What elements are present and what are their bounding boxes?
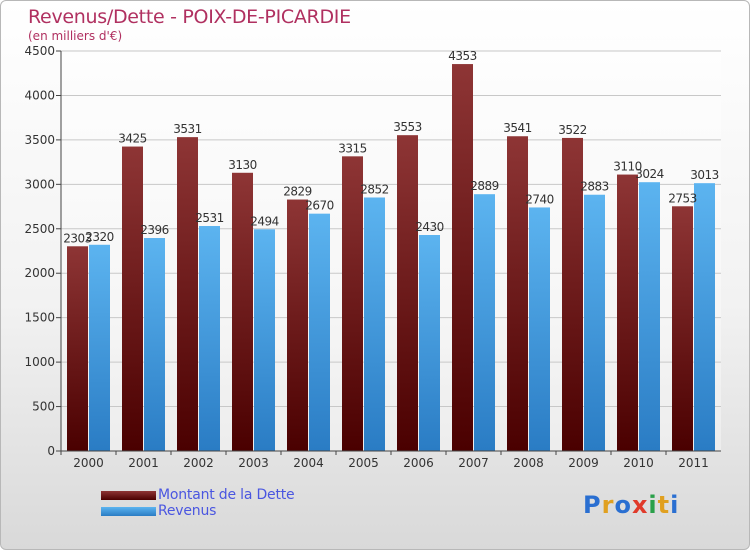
- bar-revenue-2000: [89, 244, 110, 451]
- bar-debt-2004: [287, 199, 308, 451]
- bar-debt-2006: [397, 135, 418, 451]
- x-tick-label: 2007: [458, 456, 489, 470]
- bar-debt-2001: [122, 146, 143, 452]
- y-tick-label: 2500: [24, 222, 55, 236]
- data-label-revenue: 2670: [305, 199, 334, 213]
- bar-revenue-2011: [694, 183, 715, 451]
- data-label-revenue: 2396: [140, 223, 169, 237]
- x-tick-label: 2006: [403, 456, 434, 470]
- legend-swatch-revenue: [101, 506, 156, 516]
- y-tick-label: 2000: [24, 266, 55, 280]
- data-label-revenue: 2883: [580, 180, 609, 194]
- legend-item-debt: Montant de la Dette: [101, 487, 295, 503]
- bar-revenue-2009: [584, 194, 605, 451]
- y-tick-label: 3000: [24, 177, 55, 191]
- data-label-debt: 3130: [228, 158, 257, 172]
- x-tick-label: 2000: [73, 456, 104, 470]
- y-tick-label: 0: [47, 444, 55, 458]
- x-tick-label: 2001: [128, 456, 159, 470]
- bars-layer: [67, 64, 715, 452]
- legend-swatch-debt: [101, 490, 156, 500]
- data-label-debt: 2829: [283, 185, 312, 199]
- data-label-debt: 3553: [393, 120, 422, 134]
- data-label-revenue: 2889: [470, 179, 499, 193]
- bar-revenue-2003: [254, 229, 275, 451]
- data-label-revenue: 2430: [415, 220, 444, 234]
- logo-letter: i: [648, 491, 658, 519]
- x-tick-label: 2002: [183, 456, 214, 470]
- x-tick-label: 2005: [348, 456, 379, 470]
- legend-label-revenue: Revenus: [158, 503, 217, 519]
- y-tick-label: 4500: [24, 44, 55, 58]
- data-label-debt: 4353: [448, 49, 477, 63]
- axis-layer: 0 500 1000 1500 2000 2500 3000 3500 4000 4500 2000…: [24, 44, 721, 470]
- data-label-revenue: 2531: [195, 211, 224, 225]
- legend: Montant de la Dette Revenus: [101, 487, 295, 519]
- legend-item-revenue: Revenus: [101, 503, 294, 519]
- bar-debt-2010: [617, 174, 638, 452]
- x-tick-label: 2009: [568, 456, 599, 470]
- x-tick-label: 2011: [678, 456, 709, 470]
- x-tick-label: 2003: [238, 456, 269, 470]
- y-tick-label: 1000: [24, 355, 55, 369]
- data-label-debt: 3541: [503, 121, 532, 135]
- data-label-debt: 3110: [613, 160, 642, 174]
- y-tick-label: 3500: [24, 133, 55, 147]
- chart-subtitle: (en milliers d'€): [28, 29, 123, 43]
- bar-debt-2005: [342, 156, 363, 452]
- bar-revenue-2010: [639, 182, 660, 451]
- bar-debt-2008: [507, 136, 528, 451]
- logo-letter: r: [601, 491, 615, 519]
- chart-title: Revenus/Dette - POIX-DE-PICARDIE: [28, 6, 351, 28]
- x-tick-label: 2004: [293, 456, 324, 470]
- x-tick-label: 2008: [513, 456, 544, 470]
- bar-revenue-2001: [144, 238, 165, 451]
- data-label-revenue: 2852: [360, 182, 389, 196]
- data-label-debt: 2753: [668, 191, 697, 205]
- data-label-revenue: 2740: [525, 192, 554, 206]
- data-label-debt: 2303: [63, 231, 92, 245]
- bar-debt-2009: [562, 137, 583, 451]
- data-label-revenue: 2320: [85, 230, 114, 244]
- bar-revenue-2002: [199, 226, 220, 451]
- bar-revenue-2005: [364, 197, 385, 451]
- logo-letter: i: [670, 491, 680, 519]
- proxiti-logo: Proxiti: [583, 491, 679, 519]
- logo-letter: o: [614, 491, 632, 519]
- bar-debt-2002: [177, 137, 198, 451]
- bar-revenue-2007: [474, 194, 495, 451]
- bar-revenue-2004: [309, 213, 330, 451]
- logo-letter: P: [583, 491, 602, 519]
- bar-revenue-2006: [419, 235, 440, 451]
- legend-label-debt: Montant de la Dette: [158, 487, 295, 503]
- logo-letter: x: [631, 491, 649, 519]
- x-tick-label: 2010: [623, 456, 654, 470]
- bar-revenue-2008: [529, 207, 550, 451]
- data-label-revenue: 3024: [635, 167, 664, 181]
- data-label-revenue: 2494: [250, 214, 279, 228]
- y-tick-label: 1500: [24, 311, 55, 325]
- y-tick-label: 4000: [24, 88, 55, 102]
- bar-debt-2003: [232, 172, 253, 451]
- data-label-revenue: 3013: [690, 168, 719, 182]
- data-label-debt: 3522: [558, 123, 587, 137]
- data-label-debt: 3315: [338, 141, 367, 155]
- data-label-debt: 3425: [118, 132, 147, 146]
- plot-area: [61, 51, 721, 451]
- bar-debt-2000: [67, 246, 88, 451]
- y-tick-label: 500: [32, 400, 55, 414]
- data-label-debt: 3531: [173, 122, 202, 136]
- grid-layer: [61, 50, 721, 452]
- bar-debt-2011: [672, 206, 693, 451]
- bar-debt-2007: [452, 64, 473, 452]
- logo-letter: t: [657, 491, 671, 519]
